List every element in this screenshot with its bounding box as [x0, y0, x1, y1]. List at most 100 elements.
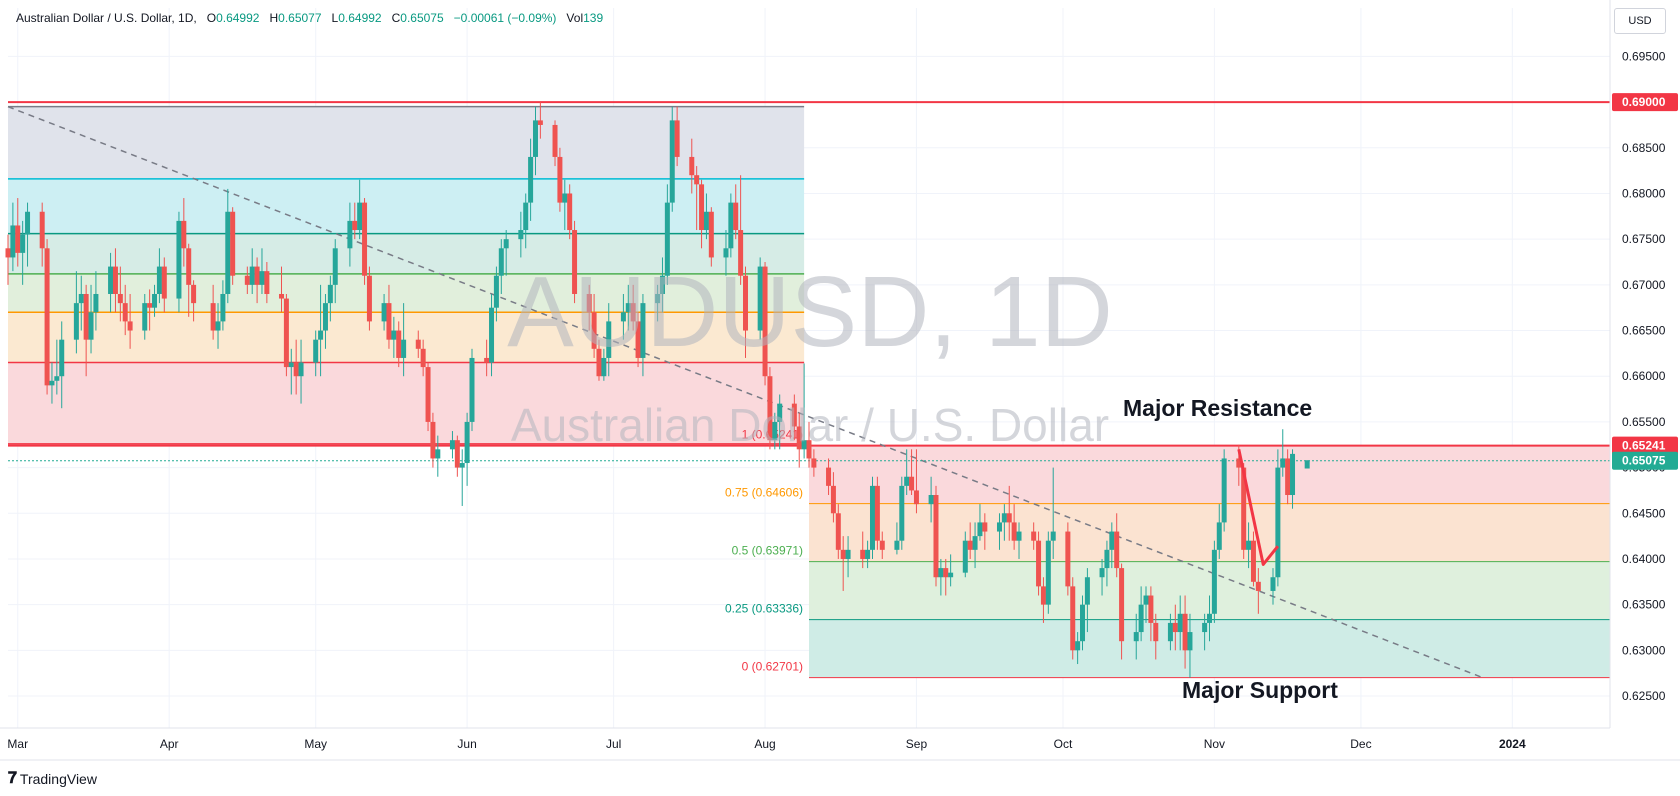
candle-body	[176, 220, 182, 299]
candle	[288, 348, 294, 395]
candle-body	[1148, 595, 1154, 623]
candle-body	[1109, 531, 1115, 550]
candle-body	[332, 248, 338, 285]
candle-body	[59, 339, 65, 377]
price-label-text: 0.65075	[1622, 454, 1666, 468]
candle	[562, 179, 568, 231]
candle	[1070, 577, 1076, 660]
candle	[449, 431, 455, 459]
candle-body	[327, 284, 333, 304]
time-tick-label: 2024	[1499, 737, 1526, 751]
candle-body	[1001, 513, 1007, 523]
time-tick-label: Apr	[160, 737, 179, 751]
candle	[689, 138, 695, 194]
candle	[83, 284, 89, 377]
time-tick-label: Dec	[1350, 737, 1371, 751]
candle	[699, 179, 705, 249]
candle	[1119, 563, 1125, 660]
candle-body	[489, 307, 495, 363]
candle	[1036, 531, 1042, 596]
candle-body	[743, 275, 749, 331]
candle	[108, 252, 114, 313]
candle-body	[1050, 531, 1056, 541]
candle-body	[762, 266, 768, 377]
price-tick-label: 0.68500	[1622, 141, 1666, 155]
candle-body	[591, 312, 597, 349]
price-tick-label: 0.68000	[1622, 186, 1666, 200]
candle-body	[596, 348, 602, 377]
candle-body	[1172, 622, 1178, 633]
candle-body	[1290, 453, 1296, 496]
candle	[1080, 595, 1086, 651]
candle-body	[313, 339, 319, 363]
candle	[415, 330, 421, 358]
candle	[596, 339, 602, 381]
candle-body	[1143, 595, 1149, 605]
candle	[557, 147, 563, 212]
price-tick-label: 0.66000	[1622, 369, 1666, 383]
candle-body	[279, 293, 285, 299]
candle	[1084, 568, 1090, 633]
candle-body	[186, 248, 192, 285]
candle-body	[913, 490, 919, 505]
candle	[420, 339, 426, 377]
candle-body	[879, 540, 885, 550]
candle	[142, 293, 148, 340]
candle	[904, 449, 910, 496]
candle-body	[703, 211, 709, 231]
candle	[362, 198, 368, 285]
candle	[830, 472, 836, 523]
tradingview-logo-icon: 𝟕	[8, 770, 17, 787]
fib-level-label: 0.75 (0.64606)	[725, 486, 803, 500]
candle-body	[552, 124, 558, 157]
candle	[1040, 577, 1046, 623]
candle-body	[210, 303, 216, 331]
candle-body	[225, 211, 231, 294]
candle	[1304, 460, 1310, 469]
candle	[357, 179, 363, 240]
candle	[186, 243, 192, 317]
candle	[625, 284, 631, 331]
candle	[801, 363, 807, 459]
candle	[523, 193, 529, 249]
candle-body	[830, 485, 836, 514]
candle	[772, 412, 778, 450]
candle-body	[1182, 613, 1188, 651]
candle	[112, 248, 118, 313]
fib-level-label: 0.25 (0.63336)	[725, 602, 803, 616]
candle	[1246, 522, 1252, 569]
candle-body	[1114, 531, 1120, 569]
candle	[469, 348, 475, 432]
fib-zone-band	[8, 178, 805, 234]
candle-body	[874, 485, 880, 541]
price-tick-label: 0.66500	[1622, 324, 1666, 338]
candle-body	[1133, 632, 1139, 642]
fib-level-label: 0 (0.62701)	[742, 660, 803, 674]
candle	[39, 202, 45, 267]
candle	[977, 504, 983, 541]
candle-body	[962, 540, 968, 573]
candle-body	[1167, 622, 1173, 642]
candle	[967, 522, 973, 559]
candle-body	[1280, 458, 1286, 468]
candle-body	[449, 440, 455, 450]
price-tick-label: 0.64000	[1622, 552, 1666, 566]
candle-body	[625, 303, 631, 313]
candle	[435, 435, 441, 477]
candle	[874, 476, 880, 550]
candle-body	[366, 275, 372, 322]
currency-button[interactable]: USD	[1614, 8, 1666, 34]
chart-header: Australian Dollar / U.S. Dollar, 1D, O0.…	[16, 11, 603, 25]
candle-body	[894, 540, 900, 550]
fib-zone-band	[8, 273, 805, 313]
price-label-badge	[1612, 451, 1678, 470]
candle-body	[1187, 632, 1193, 651]
candle-body	[777, 403, 783, 422]
candle	[743, 266, 749, 358]
candle	[1255, 568, 1261, 614]
tradingview-logo[interactable]: 𝟕 TradingView	[8, 770, 97, 788]
candle	[733, 184, 739, 240]
candle	[640, 293, 646, 377]
candle-body	[357, 202, 363, 231]
